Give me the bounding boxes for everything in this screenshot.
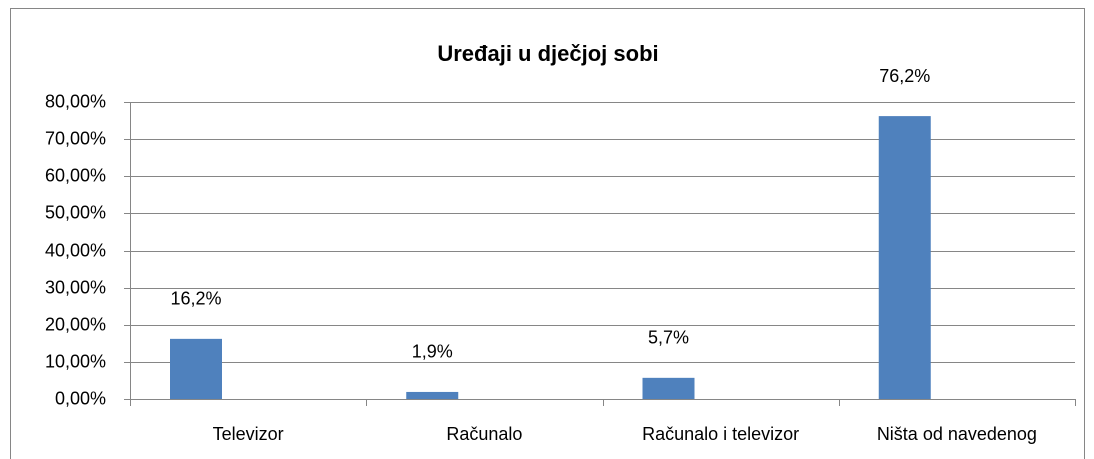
- data-label: 16,2%: [170, 289, 221, 309]
- y-tick-label: 30,00%: [45, 277, 106, 297]
- chart-title: Uređaji u dječjoj sobi: [437, 41, 658, 66]
- y-tick-label: 10,00%: [45, 351, 106, 371]
- x-tick-label: Televizor: [213, 424, 284, 444]
- data-label: 76,2%: [879, 66, 930, 86]
- x-tick-label: Računalo: [446, 424, 522, 444]
- bar: [170, 338, 222, 399]
- x-tick-label: Računalo i televizor: [642, 424, 799, 444]
- data-label: 1,9%: [412, 342, 453, 362]
- bar: [642, 377, 695, 399]
- y-tick-label: 20,00%: [45, 314, 106, 334]
- data-label: 5,7%: [648, 328, 689, 348]
- y-tick-label: 0,00%: [55, 388, 106, 408]
- bar: [878, 116, 931, 400]
- y-tick-label: 60,00%: [45, 165, 106, 185]
- y-tick-label: 70,00%: [45, 128, 106, 148]
- x-tick-label: Ništa od navedenog: [877, 424, 1037, 444]
- bar: [406, 391, 459, 399]
- y-tick-label: 80,00%: [45, 91, 106, 111]
- y-tick-label: 50,00%: [45, 202, 106, 222]
- y-tick-label: 40,00%: [45, 240, 106, 260]
